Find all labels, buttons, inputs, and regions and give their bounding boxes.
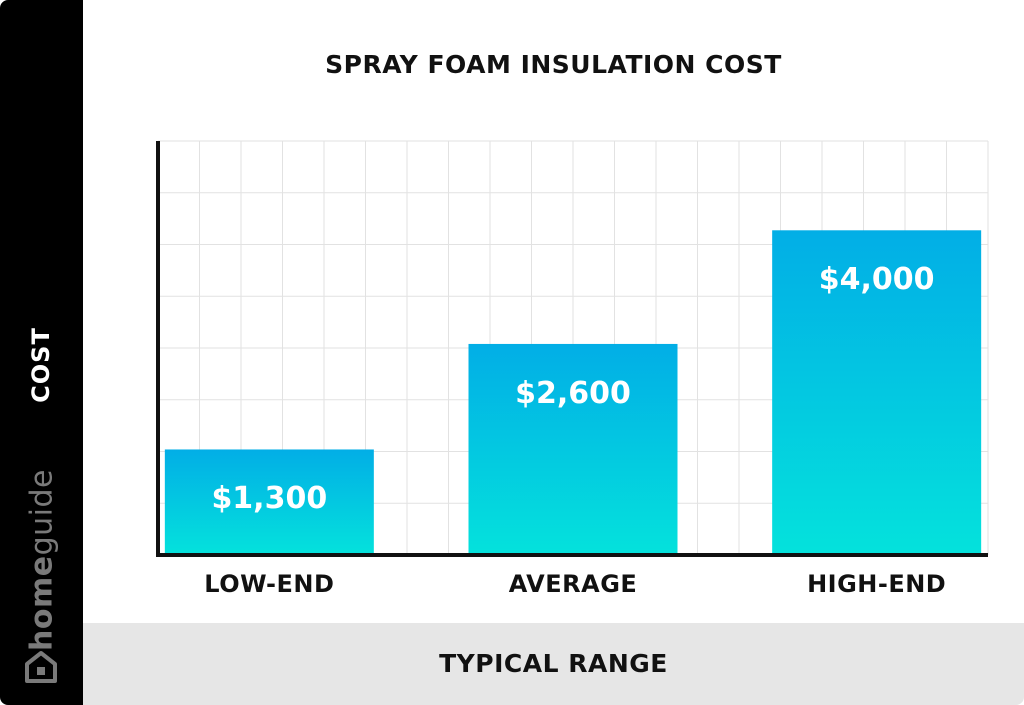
left-sidebar bbox=[0, 0, 83, 705]
chart-title: SPRAY FOAM INSULATION COST bbox=[325, 50, 782, 79]
bar-average bbox=[468, 343, 678, 555]
data-label: $2,600 bbox=[515, 375, 631, 411]
x-tick-label: LOW-END bbox=[204, 570, 335, 598]
x-axis-label: TYPICAL RANGE bbox=[439, 649, 668, 678]
x-axis-band bbox=[83, 623, 1024, 705]
x-tick-label: HIGH-END bbox=[807, 570, 947, 598]
house-icon bbox=[25, 651, 57, 683]
x-tick-label: AVERAGE bbox=[508, 570, 638, 598]
bar-high-end bbox=[772, 230, 982, 555]
data-label: $1,300 bbox=[211, 481, 328, 517]
data-label: $4,000 bbox=[818, 262, 935, 298]
axis-lines bbox=[156, 141, 988, 557]
bar-low-end bbox=[164, 449, 374, 555]
